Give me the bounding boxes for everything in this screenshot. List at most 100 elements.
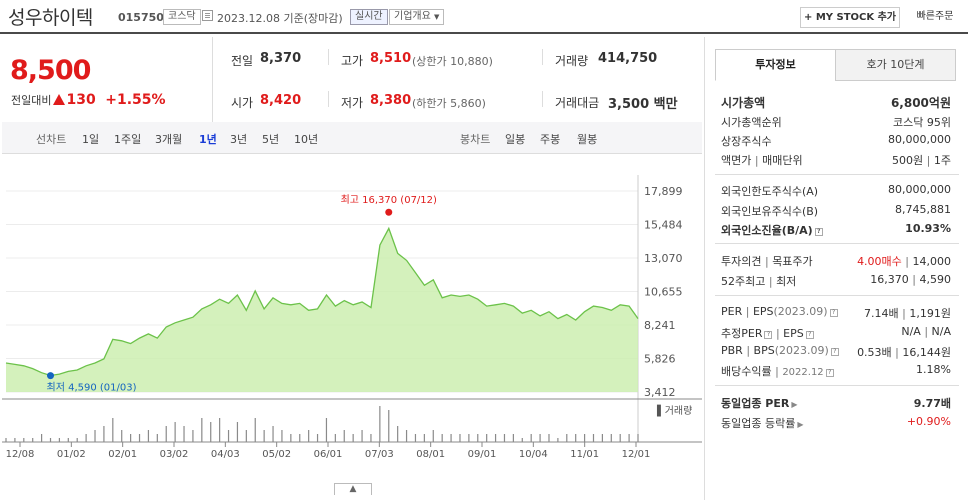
divider (542, 49, 543, 65)
price-chart[interactable]: 17,899 15,484 13,070 10,655 8,241 5,826 3,412 최… (2, 155, 702, 495)
help-icon[interactable]: ? (830, 348, 839, 356)
volume-bar (219, 418, 221, 442)
foreign-ratio-value: 10.93% (905, 222, 951, 235)
bps-value: 16,144원 (902, 346, 951, 359)
volume-bar (67, 438, 69, 442)
opinion-label: 투자의견 (721, 255, 762, 268)
tab-3m[interactable]: 3개월 (155, 133, 183, 146)
volume-bar (414, 434, 417, 442)
chevron-up-icon: ▲ (349, 484, 357, 494)
volume-bar (236, 422, 239, 442)
est-eps-label: EPS (783, 327, 804, 340)
low-marker (47, 372, 55, 380)
shares-row: 상장주식수 80,000,000 (721, 133, 951, 149)
est-per-label: 추정PER (721, 327, 763, 340)
low-annotation: 최저 4,590 (01/03) (47, 382, 137, 394)
est-value-group: N/A | N/A (901, 325, 951, 338)
x-tick-label: 04/03 (211, 449, 240, 460)
volume-bar (316, 434, 319, 442)
volume-bar (183, 426, 185, 442)
volume-bar (5, 438, 7, 442)
tab-1y[interactable]: 1년 (199, 133, 217, 146)
divider (328, 49, 329, 65)
chevron-right-icon: ▶ (797, 420, 804, 429)
rank-value: 코스닥 95위 (893, 116, 951, 129)
volume-bar (58, 438, 61, 442)
x-tick-label: 12/01 (622, 449, 651, 460)
volume-bar (548, 434, 550, 442)
help-icon[interactable]: ? (829, 309, 838, 317)
volume-bar (156, 434, 158, 442)
help-icon[interactable]: ? (825, 369, 834, 377)
volume-bar (281, 430, 283, 442)
volume-bar (423, 434, 425, 442)
realtime-button[interactable]: 실시간 (350, 9, 388, 25)
market-badge: 코스닥 (163, 9, 201, 25)
collapse-button[interactable]: ▲ (334, 483, 372, 495)
x-tick-label: 03/02 (160, 449, 189, 460)
high-label: 고가 (341, 54, 364, 68)
prev-close-label: 전일 (231, 54, 254, 68)
tab-3y[interactable]: 3년 (230, 133, 248, 146)
x-tick-label: 02/01 (108, 449, 137, 460)
volume-bar (263, 430, 265, 442)
shares-value: 80,000,000 (888, 133, 951, 146)
market-cap-row: 시가총액 6,800억원 (721, 94, 951, 111)
opinion-row: 투자의견 | 목표주가 4.00매수 | 14,000 (721, 255, 951, 268)
tab-orderbook[interactable]: 호가 10단계 (835, 49, 956, 81)
volume-label: ▌거래량 (656, 404, 692, 417)
sector-per-row[interactable]: 동일업종 PER ▶ 9.77배 (721, 395, 951, 411)
tab-weekly[interactable]: 주봉 (540, 133, 561, 146)
tab-5y[interactable]: 5년 (262, 133, 280, 146)
market-cap-label: 시가총액 (721, 96, 766, 110)
volume-bar (592, 434, 595, 442)
y-tick-label: 5,826 (644, 353, 676, 366)
tab-10y[interactable]: 10년 (294, 133, 319, 146)
tab-daily[interactable]: 일봉 (505, 133, 526, 146)
foreign-ratio-row: 외국인소진율(B/A)? 10.93% (721, 222, 951, 238)
prev-close-value: 8,370 (260, 51, 302, 66)
volume-bar (566, 434, 568, 442)
tab-1w[interactable]: 1주일 (114, 133, 142, 146)
company-overview-dropdown[interactable]: 기업개요 ▼ (389, 9, 445, 25)
tab-1d[interactable]: 1일 (82, 133, 100, 146)
volume-bar (23, 438, 25, 442)
foreign-limit-label: 외국인한도주식수(A) (721, 185, 819, 198)
stock-code: 015750 (118, 11, 164, 24)
est-per-row: 추정PER? | EPS? N/A | N/A (721, 325, 951, 340)
divider (212, 37, 213, 123)
pbr-label: PBR (721, 344, 743, 357)
high52-label: 52주최고 (721, 275, 766, 288)
dividend-value: 1.18% (916, 363, 951, 376)
pbr-row: PBR | BPS(2023.09)? 0.53배 | 16,144원 (721, 344, 951, 359)
my-stock-add-button[interactable]: + MY STOCK 추가 (800, 7, 900, 28)
par-label: 액면가 (721, 154, 752, 167)
help-icon[interactable]: ? (814, 228, 823, 236)
per-label: PER (721, 305, 743, 318)
help-icon[interactable]: ? (805, 331, 814, 339)
volume-bar (388, 410, 390, 442)
open-label: 시가 (231, 96, 254, 110)
tab-investment-info[interactable]: 투자정보 (715, 49, 836, 81)
x-tick-label: 10/04 (519, 449, 548, 460)
amount-label: 거래대금 (555, 96, 600, 110)
sector-change-row[interactable]: 동일업종 등락률 ▶ +0.90% (721, 415, 951, 431)
est-per-value: N/A (901, 325, 921, 338)
volume-bar (334, 434, 336, 442)
y-tick-label: 8,241 (644, 319, 676, 332)
volume-bar (468, 434, 470, 442)
volume-bar (432, 430, 434, 442)
foreign-hold-label: 외국인보유주식수(B) (721, 205, 819, 218)
divider (715, 385, 959, 386)
tab-monthly[interactable]: 월봉 (577, 133, 598, 146)
price-area (6, 228, 638, 392)
volume-bar (397, 426, 399, 442)
help-icon[interactable]: ? (764, 331, 773, 339)
volume-bar (628, 434, 630, 442)
quick-order-button[interactable]: 빠른주문 (906, 7, 964, 28)
volume-bar (539, 434, 541, 442)
trade-unit-label: 매매단위 (762, 154, 803, 167)
company-name[interactable]: 성우하이텍 (8, 7, 93, 29)
volume-bar (477, 434, 479, 442)
foreign-hold-value: 8,745,881 (895, 203, 951, 216)
